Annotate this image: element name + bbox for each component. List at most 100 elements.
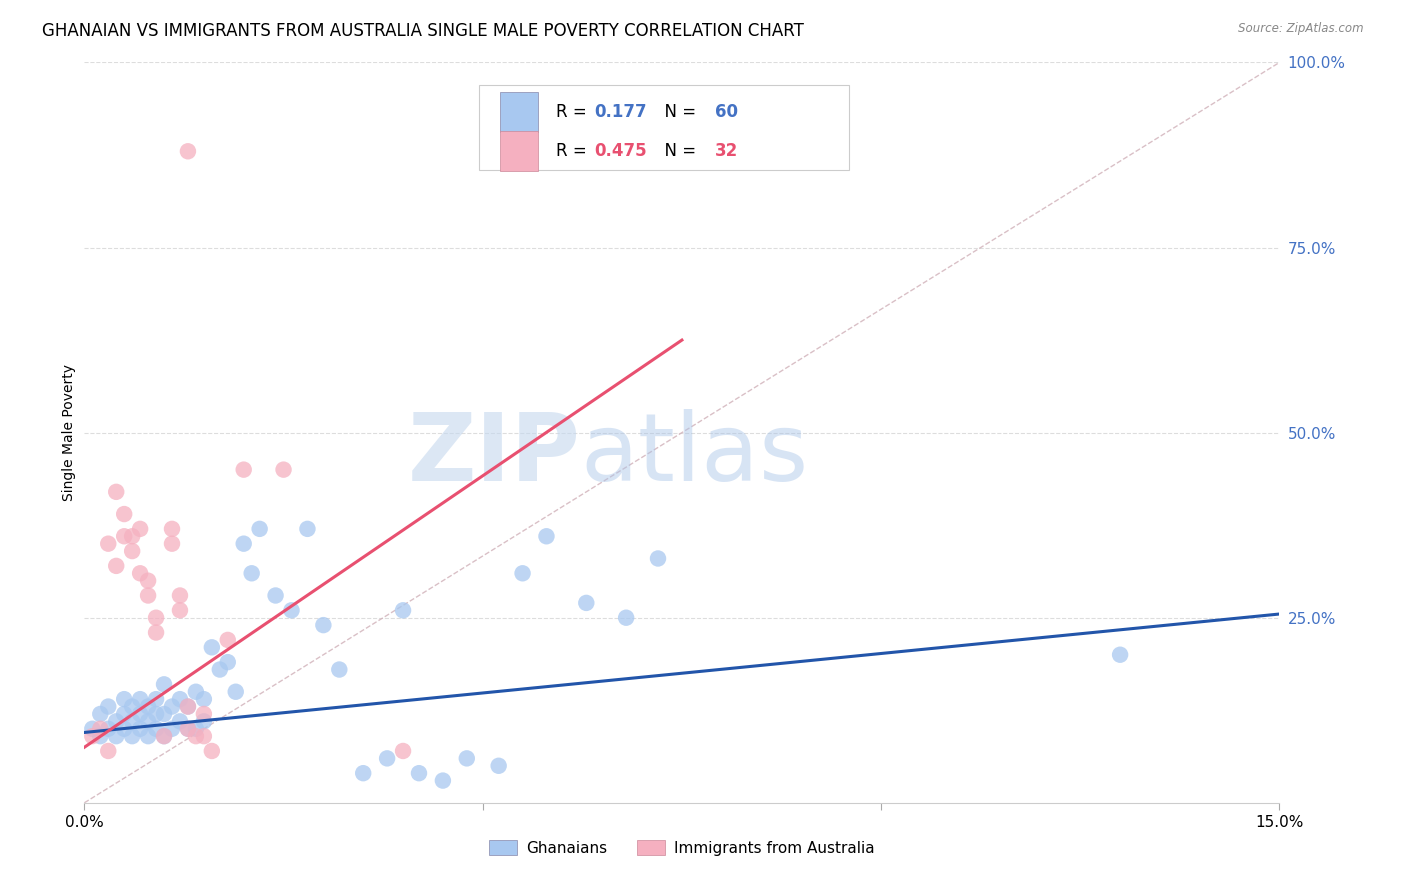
- Point: [169, 692, 191, 706]
- Text: N =: N =: [654, 103, 702, 121]
- FancyBboxPatch shape: [479, 85, 849, 169]
- Point: [177, 722, 200, 736]
- Point: [136, 589, 159, 603]
- Point: [129, 522, 152, 536]
- Point: [169, 603, 191, 617]
- Text: atlas: atlas: [581, 409, 808, 500]
- Point: [352, 766, 374, 780]
- Point: [129, 722, 152, 736]
- Point: [375, 751, 398, 765]
- Point: [89, 722, 111, 736]
- Point: [184, 685, 207, 699]
- Point: [136, 574, 159, 588]
- Point: [153, 677, 176, 691]
- Y-axis label: Single Male Poverty: Single Male Poverty: [62, 364, 76, 501]
- Point: [160, 522, 183, 536]
- Text: 0.475: 0.475: [595, 142, 647, 160]
- Text: 60: 60: [716, 103, 738, 121]
- Point: [177, 722, 200, 736]
- Point: [145, 610, 167, 624]
- Point: [273, 462, 295, 476]
- Point: [614, 610, 637, 624]
- Point: [392, 744, 415, 758]
- Point: [97, 722, 120, 736]
- FancyBboxPatch shape: [501, 131, 538, 171]
- Point: [328, 663, 350, 677]
- Point: [89, 706, 111, 721]
- Point: [193, 692, 215, 706]
- Point: [129, 692, 152, 706]
- Point: [536, 529, 558, 543]
- Point: [112, 529, 135, 543]
- Point: [129, 566, 152, 581]
- Point: [208, 663, 231, 677]
- Point: [112, 692, 135, 706]
- Point: [312, 618, 335, 632]
- Point: [121, 699, 143, 714]
- Point: [97, 744, 120, 758]
- Point: [184, 729, 207, 743]
- Text: N =: N =: [654, 142, 702, 160]
- Point: [105, 729, 128, 743]
- Point: [136, 714, 159, 729]
- Point: [97, 536, 120, 550]
- Point: [488, 758, 510, 772]
- Point: [232, 462, 254, 476]
- Point: [105, 484, 128, 499]
- Point: [145, 625, 167, 640]
- Point: [297, 522, 319, 536]
- Point: [392, 603, 415, 617]
- Point: [112, 722, 135, 736]
- Point: [217, 632, 239, 647]
- Point: [184, 722, 207, 736]
- Point: [647, 551, 669, 566]
- Point: [145, 722, 167, 736]
- Point: [160, 722, 183, 736]
- Point: [169, 589, 191, 603]
- Point: [240, 566, 263, 581]
- Text: Source: ZipAtlas.com: Source: ZipAtlas.com: [1239, 22, 1364, 36]
- Point: [121, 729, 143, 743]
- Point: [89, 729, 111, 743]
- Point: [153, 729, 176, 743]
- Point: [145, 692, 167, 706]
- Point: [512, 566, 534, 581]
- Point: [160, 536, 183, 550]
- Point: [112, 507, 135, 521]
- Text: R =: R =: [557, 142, 592, 160]
- Point: [408, 766, 430, 780]
- Point: [160, 699, 183, 714]
- Point: [136, 699, 159, 714]
- Point: [112, 706, 135, 721]
- Point: [169, 714, 191, 729]
- Point: [1109, 648, 1132, 662]
- Point: [136, 729, 159, 743]
- Point: [121, 529, 143, 543]
- Point: [432, 773, 454, 788]
- Point: [153, 729, 176, 743]
- FancyBboxPatch shape: [501, 92, 538, 132]
- Point: [105, 714, 128, 729]
- Point: [177, 699, 200, 714]
- Point: [217, 655, 239, 669]
- Point: [129, 706, 152, 721]
- Point: [82, 729, 104, 743]
- Point: [193, 706, 215, 721]
- Point: [264, 589, 287, 603]
- Text: R =: R =: [557, 103, 592, 121]
- Point: [121, 714, 143, 729]
- Point: [177, 145, 200, 159]
- Point: [97, 699, 120, 714]
- Point: [225, 685, 247, 699]
- Point: [177, 699, 200, 714]
- Text: ZIP: ZIP: [408, 409, 581, 500]
- Point: [82, 722, 104, 736]
- Text: GHANAIAN VS IMMIGRANTS FROM AUSTRALIA SINGLE MALE POVERTY CORRELATION CHART: GHANAIAN VS IMMIGRANTS FROM AUSTRALIA SI…: [42, 22, 804, 40]
- Point: [105, 558, 128, 573]
- Point: [201, 744, 224, 758]
- Point: [201, 640, 224, 655]
- Text: 32: 32: [716, 142, 738, 160]
- Point: [280, 603, 302, 617]
- Point: [232, 536, 254, 550]
- Text: 0.177: 0.177: [595, 103, 647, 121]
